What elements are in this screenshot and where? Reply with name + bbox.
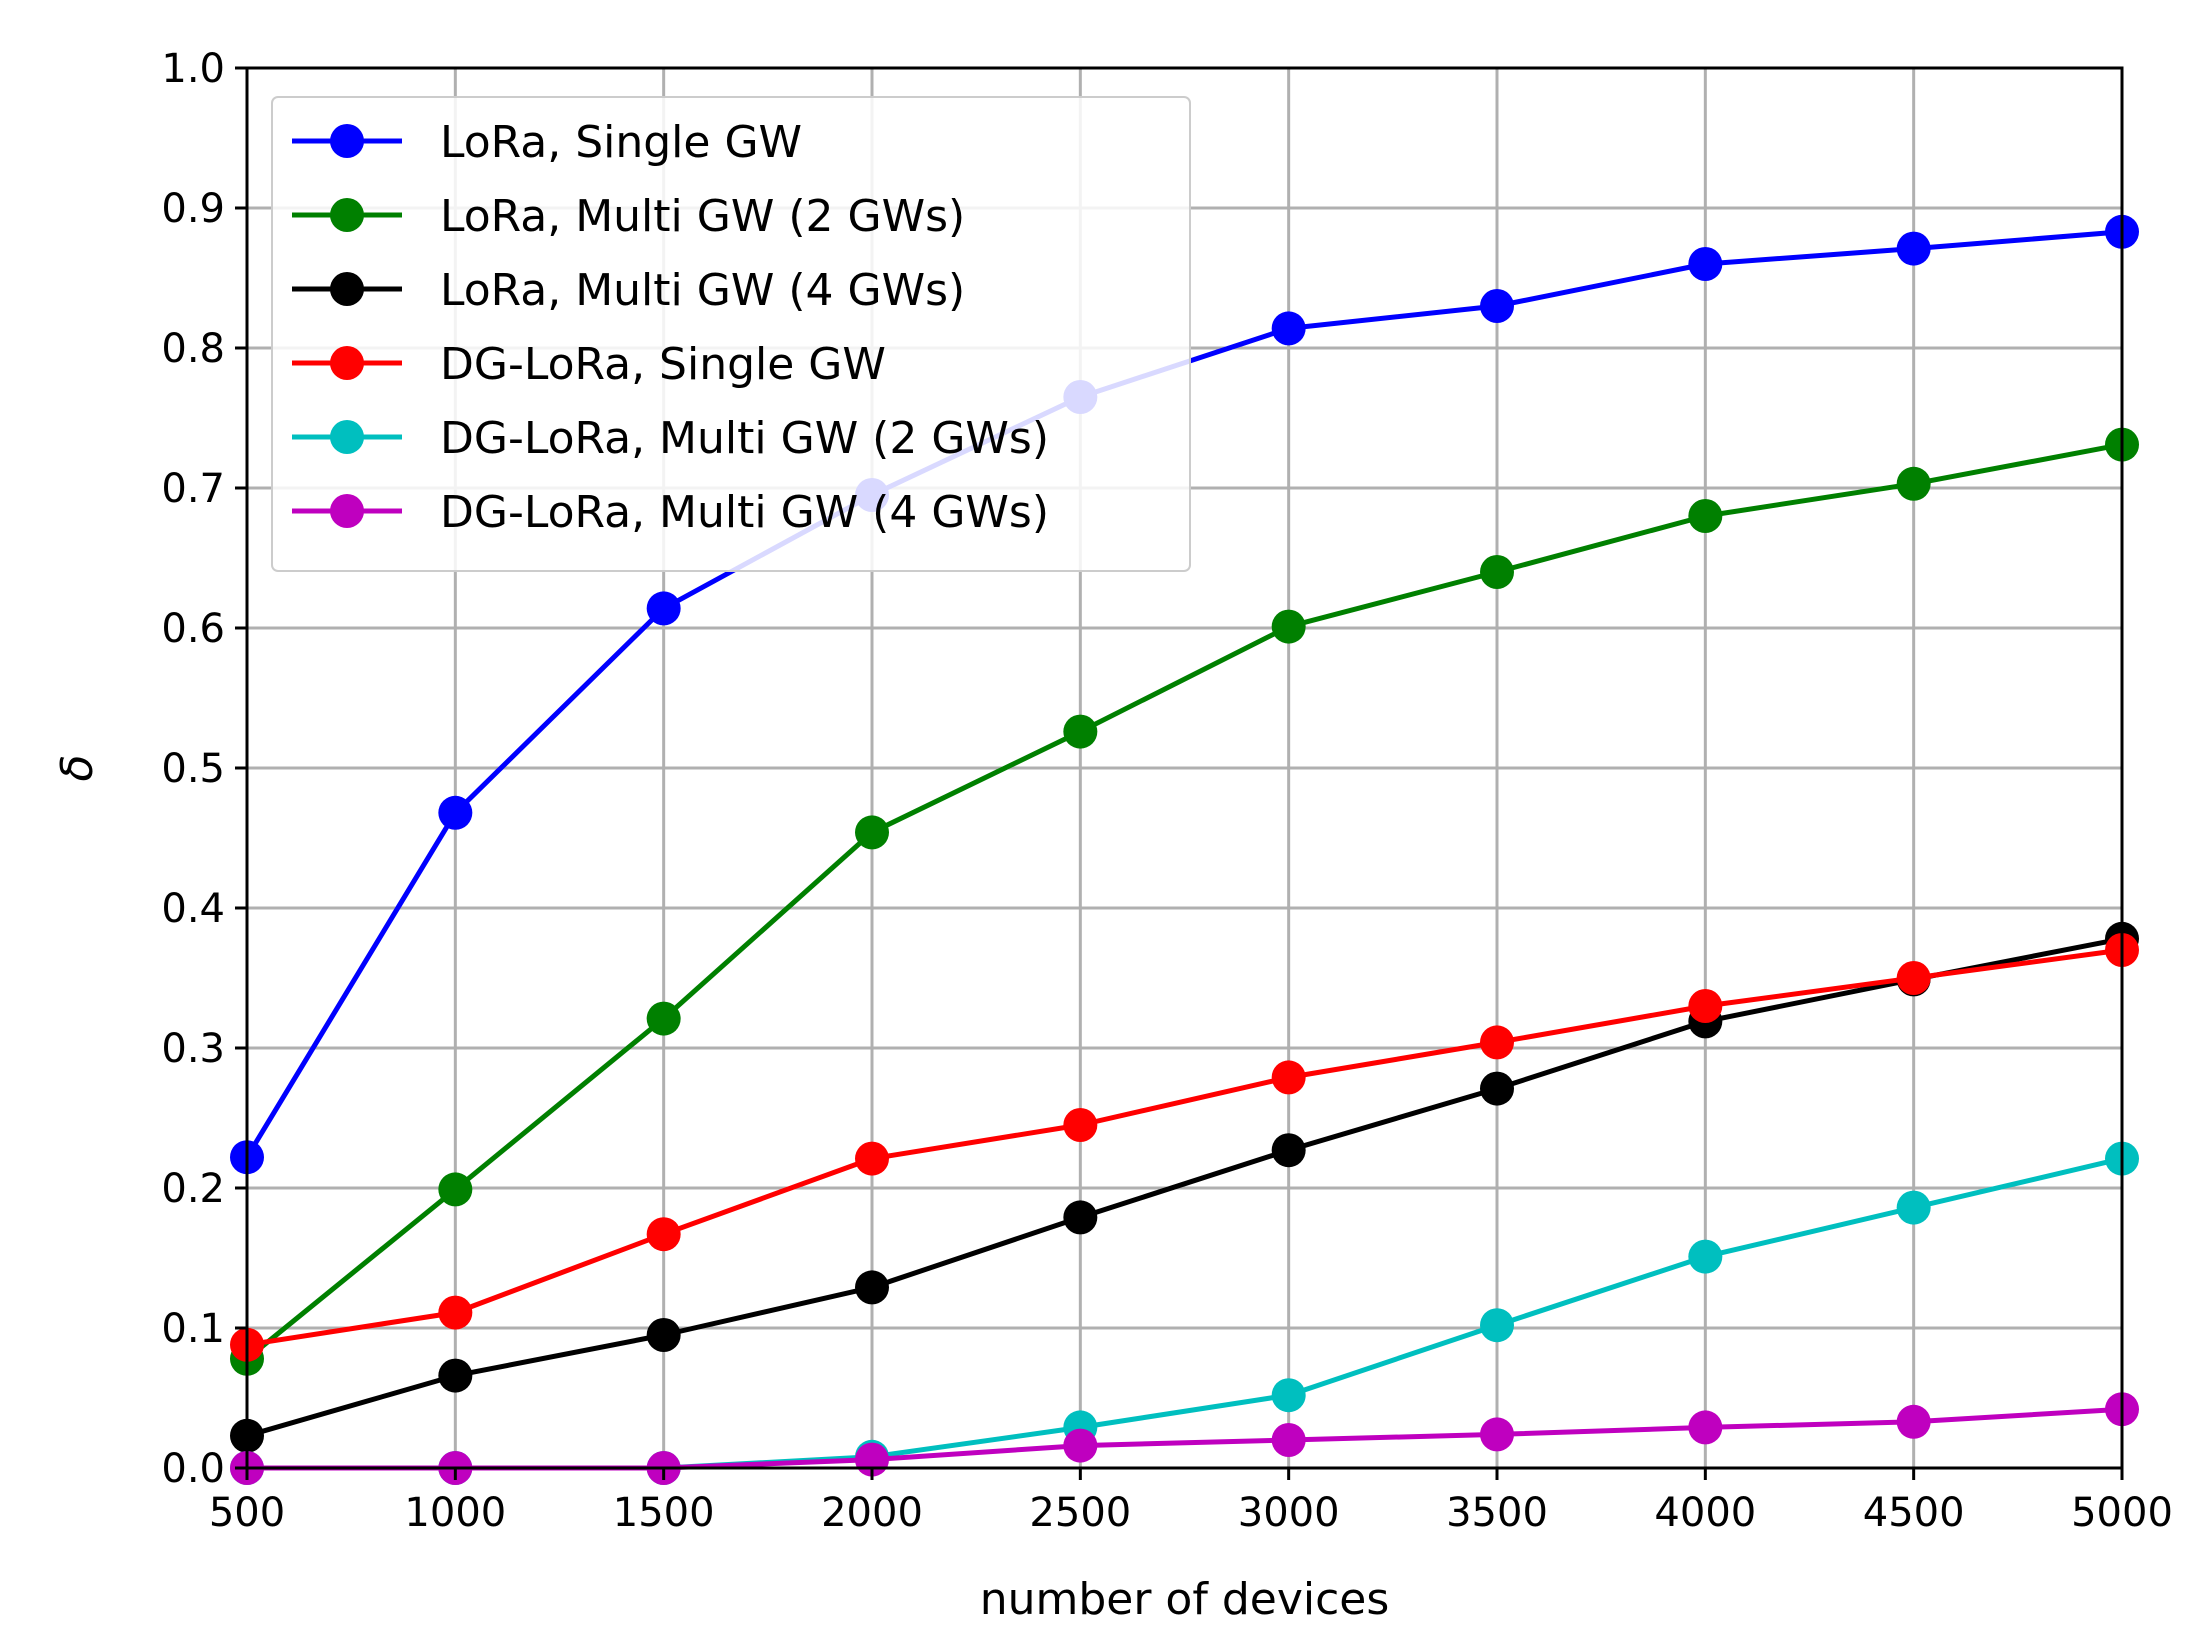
x-tick-label: 5000 [2071,1490,2173,1536]
data-point [646,1217,681,1252]
data-point [438,1358,473,1393]
y-tick-label: 0.4 [161,886,225,932]
x-tick-label: 3000 [1238,1490,1340,1536]
legend-marker [330,198,364,232]
legend-label: DG-LoRa, Single GW [440,339,886,390]
x-tick-label: 1000 [404,1490,506,1536]
y-tick-label: 0.3 [161,1026,225,1072]
series-line [245,442,2123,1361]
y-tick-label: 0.2 [161,1166,225,1212]
data-point [1271,1060,1306,1095]
series-line [246,936,2123,1439]
y-tick-label: 0.1 [161,1306,225,1352]
data-point [1896,231,1931,266]
x-axis-label: number of devices [980,1574,1390,1625]
y-tick-label: 0.6 [161,606,225,652]
data-point [1896,466,1931,501]
x-tick-label: 500 [209,1490,285,1536]
legend-label: LoRa, Multi GW (2 GWs) [440,191,965,242]
data-point [1896,1404,1931,1439]
ticks: 500 1000 1500 2000 2500 3000 3500 4000 4500 5000 0… [161,46,2173,1536]
data-point [646,1318,681,1352]
data-point [1688,1239,1723,1274]
legend-label: LoRa, Multi GW (4 GWs) [440,265,965,316]
data-point [438,1172,473,1207]
data-point [1480,1071,1514,1106]
data-point [1063,1200,1098,1235]
data-point [438,1295,473,1330]
y-axis-label: δ [52,755,103,782]
data-point [855,1141,889,1176]
data-point [855,815,889,850]
legend-label: LoRa, Single GW [440,117,802,168]
data-point [1271,1133,1306,1168]
data-point [1688,989,1723,1023]
data-point [1688,1410,1723,1445]
legend-label: DG-LoRa, Multi GW (2 GWs) [440,413,1049,464]
legend-marker [330,420,364,454]
data-point [855,1270,889,1305]
legend-label: DG-LoRa, Multi GW (4 GWs) [440,487,1049,538]
data-point [1271,1378,1306,1413]
data-point [1271,1423,1306,1457]
legend-item: DG-LoRa, Single GW [292,339,886,390]
data-point [1480,1025,1514,1060]
series-3 [230,933,2139,1362]
series-line [246,947,2123,1348]
data-point [1063,714,1098,749]
data-point [438,795,473,830]
data-point [1688,499,1723,533]
x-tick-label: 4500 [1863,1490,1965,1536]
data-point [1688,247,1723,281]
legend-marker [330,124,364,158]
data-point [1896,961,1931,995]
data-point [1896,1190,1931,1225]
data-point [1063,1428,1098,1463]
legend-item: LoRa, Multi GW (4 GWs) [292,265,965,316]
legend: LoRa, Single GW LoRa, Multi GW (2 GWs) LoR… [271,96,1191,572]
y-tick-label: 0.9 [161,186,225,232]
data-point [1271,311,1306,346]
x-tick-label: 1500 [613,1490,715,1536]
series-layer [230,214,2139,1485]
legend-box [271,96,1191,572]
legend-items: LoRa, Single GW LoRa, Multi GW (2 GWs) LoR… [292,117,1049,538]
data-point [646,1001,681,1036]
legend-marker [330,272,364,306]
legend-item: LoRa, Single GW [292,117,802,168]
x-tick-label: 2000 [821,1490,923,1536]
data-point [1063,1108,1098,1142]
x-tick-label: 4000 [1654,1490,1756,1536]
x-tick-label: 3500 [1446,1490,1548,1536]
legend-item: DG-LoRa, Multi GW (4 GWs) [292,487,1049,538]
data-point [646,591,681,626]
y-tick-label: 0.7 [161,466,225,512]
y-tick-label: 0.8 [161,326,225,372]
data-point [1480,289,1514,323]
y-tick-label: 0.0 [161,1446,225,1492]
legend-marker [330,494,364,528]
legend-item: LoRa, Multi GW (2 GWs) [292,191,965,242]
data-point [1271,609,1306,644]
x-tick-label: 2500 [1029,1490,1131,1536]
legend-item: DG-LoRa, Multi GW (2 GWs) [292,413,1049,464]
y-tick-label: 0.5 [161,746,225,792]
data-point [1480,555,1514,589]
y-tick-label: 1.0 [161,46,225,92]
data-point [1480,1308,1514,1343]
legend-marker [330,346,364,380]
data-point [1480,1417,1514,1452]
